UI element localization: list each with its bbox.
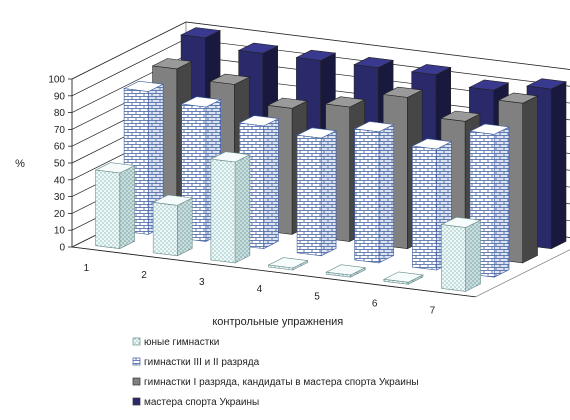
gridline <box>71 21 570 80</box>
legend-item: гимнастки I разряда, кандидаты в мастера… <box>132 377 419 388</box>
x-tick-label: 6 <box>372 298 378 309</box>
y-axis: 0 10 20 30 40 50 60 70 80 90 100 <box>48 75 73 254</box>
legend-item: гимнастки III и II разряда <box>132 357 260 368</box>
chart-legend: юные гимнастки гимнастки III и II разряда… <box>132 337 419 408</box>
x-axis: 1 2 3 4 5 6 7 <box>71 246 476 317</box>
legend-swatch <box>132 357 141 366</box>
bar-front <box>296 134 322 257</box>
legend-swatch <box>132 397 141 406</box>
bar <box>325 264 367 278</box>
y-tick-label: 20 <box>54 209 66 220</box>
x-tick-label: 4 <box>257 284 263 295</box>
bar <box>296 127 338 257</box>
legend-swatch <box>132 377 141 386</box>
legend-label: юные гимнастки <box>144 337 219 348</box>
bar-side <box>119 165 135 250</box>
bar <box>267 257 309 271</box>
bar-side <box>465 219 481 292</box>
y-tick-label: 90 <box>54 91 66 102</box>
bar-front <box>210 158 236 264</box>
bar <box>382 271 424 285</box>
bar-front <box>152 202 178 257</box>
y-tick-label: 70 <box>54 125 66 136</box>
bar-front <box>383 278 409 285</box>
bar-side <box>550 81 567 250</box>
legend-item: юные гимнастки <box>132 337 219 348</box>
legend-item: мастера спорта Украины <box>132 397 259 408</box>
bar-front <box>412 145 437 271</box>
y-tick-label: 50 <box>54 159 66 170</box>
legend-label: гимнастки I разряда, кандидаты в мастера… <box>144 377 419 388</box>
bar-side <box>522 95 538 264</box>
x-axis-line <box>71 246 476 298</box>
x-axis-title: контрольные упражнения <box>212 316 343 328</box>
y-tick-label: 30 <box>54 192 66 203</box>
y-tick-label: 0 <box>59 243 65 254</box>
bar-front <box>441 224 467 292</box>
y-tick-label: 60 <box>54 142 66 153</box>
bar-side <box>234 154 251 264</box>
x-tick-label: 1 <box>84 263 90 274</box>
bar-side <box>177 197 193 257</box>
bar <box>209 151 251 264</box>
bar-side <box>378 124 395 264</box>
bar-front <box>268 264 294 271</box>
bar <box>353 121 395 264</box>
y-axis-title: % <box>15 158 25 170</box>
x-tick-label: 3 <box>199 277 205 288</box>
legend-label: мастера спорта Украины <box>144 397 259 408</box>
bar-front <box>354 128 380 264</box>
y-tick-label: 10 <box>54 226 66 237</box>
chart-bars <box>94 27 568 292</box>
bar-front <box>95 169 121 249</box>
legend-label: гимнастки III и II разряда <box>144 357 260 368</box>
bar <box>152 194 194 257</box>
bar <box>440 216 482 292</box>
bar-side <box>320 130 337 257</box>
bar-front <box>325 271 351 278</box>
bar <box>94 162 136 250</box>
x-tick-label: 7 <box>430 306 436 317</box>
y-tick-label: 40 <box>54 175 66 186</box>
y-tick-label: 80 <box>54 108 66 119</box>
y-tick-label: 100 <box>48 75 65 86</box>
x-tick-label: 5 <box>314 291 320 302</box>
bar <box>468 123 511 278</box>
bar-side <box>493 126 510 278</box>
legend-swatch <box>132 337 141 346</box>
x-tick-label: 2 <box>141 270 147 281</box>
bar-side <box>263 118 279 250</box>
